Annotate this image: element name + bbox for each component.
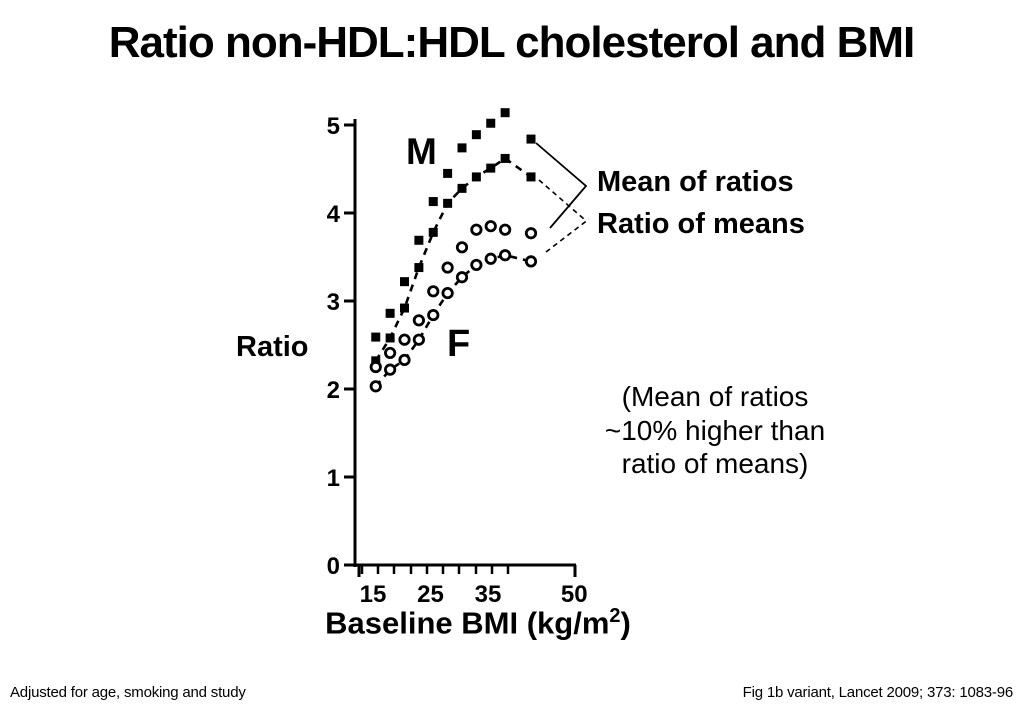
data-point-circle xyxy=(369,380,382,393)
data-point-circle xyxy=(455,271,469,284)
data-point-square xyxy=(457,143,467,153)
data-point-square xyxy=(371,332,381,342)
data-point-square xyxy=(500,153,510,163)
data-point-circle xyxy=(499,249,512,262)
y-tick-label: 0 xyxy=(327,553,340,580)
data-point-circle xyxy=(427,308,440,322)
slide-title: Ratio non-HDL:HDL cholesterol and BMI xyxy=(108,18,916,67)
dashed-series-line xyxy=(374,253,532,388)
y-tick-label: 5 xyxy=(327,113,340,140)
data-point-circle xyxy=(427,285,440,298)
data-point-square xyxy=(526,134,536,144)
data-point-square xyxy=(443,168,453,178)
y-tick-label: 4 xyxy=(327,201,341,228)
data-point-square xyxy=(371,356,381,366)
x-axis-title: Baseline BMI (kg/m2) xyxy=(325,605,631,641)
data-point-square xyxy=(385,308,395,318)
x-tick-label: 35 xyxy=(475,581,502,608)
data-point-square xyxy=(486,163,496,173)
data-point-circle xyxy=(398,333,411,346)
series-men-ratio-of-means xyxy=(371,153,536,366)
x-tick-label: 50 xyxy=(561,581,588,608)
data-point-square xyxy=(400,277,409,287)
footer-adjustment-note: Adjusted for age, smoking and study xyxy=(10,684,246,701)
data-point-circle xyxy=(484,220,497,233)
data-point-circle xyxy=(484,252,497,265)
data-point-square xyxy=(428,227,438,237)
y-tick-label: 3 xyxy=(327,289,340,316)
male-series-label: M xyxy=(406,131,437,172)
callout-dashed-ratio-of-means-top xyxy=(538,179,585,220)
series-women-ratio-of-means xyxy=(369,249,538,393)
series-men-mean-of-ratios xyxy=(371,108,536,342)
data-point-circle xyxy=(441,286,454,300)
y-tick-label: 1 xyxy=(327,465,340,492)
data-point-square xyxy=(428,197,438,207)
data-point-circle xyxy=(524,255,538,268)
data-point-circle xyxy=(384,363,397,376)
legend-ratio-of-means: Ratio of means xyxy=(597,208,805,240)
data-point-square xyxy=(400,303,409,313)
data-point-square xyxy=(471,130,481,140)
data-point-square xyxy=(385,333,395,343)
data-point-circle xyxy=(369,360,382,374)
data-point-circle xyxy=(499,223,512,236)
female-series-label: F xyxy=(447,323,471,365)
annotation-line-1: (Mean of ratios xyxy=(621,381,809,412)
data-point-circle xyxy=(470,223,483,236)
data-point-square xyxy=(414,263,424,273)
data-point-square xyxy=(526,172,536,182)
data-point-circle xyxy=(398,353,411,367)
data-point-square xyxy=(414,235,424,245)
data-point-square xyxy=(443,198,453,208)
data-point-circle xyxy=(441,261,454,274)
legend-mean-of-ratios: Mean of ratios xyxy=(597,166,794,198)
annotation-line-3: ratio of means) xyxy=(621,448,809,479)
annotation-line-2: ~10% higher than xyxy=(604,414,826,446)
data-point-square xyxy=(471,172,481,182)
data-point-circle xyxy=(524,227,538,240)
data-point-square xyxy=(486,118,496,128)
x-tick-label: 25 xyxy=(417,581,444,608)
data-point-square xyxy=(457,183,467,193)
y-tick-label: 2 xyxy=(327,377,340,404)
data-point-circle xyxy=(455,241,469,254)
y-axis-title: Ratio xyxy=(236,331,309,363)
annotation-note: (Mean of ratios ~10% higher than ratio o… xyxy=(596,380,834,481)
data-point-circle xyxy=(412,314,425,327)
series-women-mean-of-ratios xyxy=(369,220,538,374)
data-point-circle xyxy=(470,258,483,272)
superscript-2: 2 xyxy=(609,605,621,627)
data-point-square xyxy=(500,108,510,118)
data-point-circle xyxy=(412,333,425,346)
x-tick-label: 15 xyxy=(360,581,387,608)
callout-solid-mean-of-ratios xyxy=(535,142,588,229)
data-point-circle xyxy=(384,346,397,360)
callout-dashed-ratio-of-means-bottom xyxy=(545,218,590,253)
axes: 0 1 2 3 4 5 15 25 35 50 xyxy=(327,113,588,608)
footer-citation: Fig 1b variant, Lancet 2009; 373: 1083-9… xyxy=(742,684,1014,701)
